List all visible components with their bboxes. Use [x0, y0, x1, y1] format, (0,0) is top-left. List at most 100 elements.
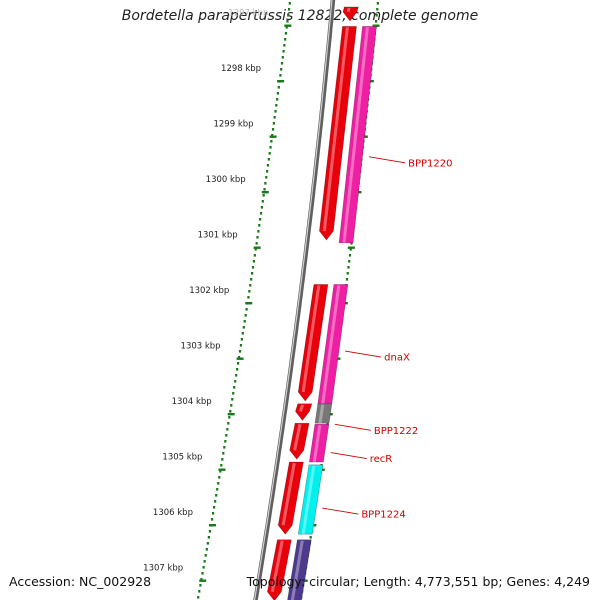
ruler-dot	[239, 344, 243, 347]
ruler-dot	[349, 248, 352, 251]
ruler-dot	[262, 194, 265, 197]
ruler-dot	[276, 92, 280, 95]
ruler-dot	[245, 308, 248, 311]
ruler-dot	[248, 290, 251, 293]
ruler-dot	[348, 260, 351, 263]
ruler-dot	[280, 62, 284, 65]
ruler-dot	[285, 26, 288, 29]
map-title: Bordetella parapertussis 12822, complete…	[121, 8, 479, 24]
ruler-dot	[215, 494, 218, 497]
ruler-dot	[270, 140, 273, 143]
ruler-dot	[282, 50, 285, 53]
ruler-dot	[263, 188, 266, 191]
ruler-dot	[348, 254, 352, 257]
tick-label: 1306 kbp	[153, 508, 193, 518]
ruler-dot	[284, 38, 287, 41]
ruler-dot	[269, 146, 272, 149]
ruler-dot	[350, 242, 353, 245]
ruler-dot	[375, 14, 378, 17]
ruler-dot	[268, 152, 271, 155]
tick-label: 1299 kbp	[213, 120, 253, 130]
gene-label: BPP1220	[408, 158, 452, 169]
ruler-dot	[198, 590, 201, 593]
ruler-dot	[205, 548, 208, 551]
tick-label: 1297 kbp	[228, 9, 268, 19]
backbone-highlight	[253, 0, 333, 600]
ruler-dot	[200, 578, 203, 581]
cds-feature	[342, 6, 359, 22]
ruler-dot	[206, 542, 209, 545]
genome-summary: Topology: circular; Length: 4,773,551 bp…	[246, 574, 590, 589]
gene-label: recR	[370, 454, 393, 465]
ruler-dot	[210, 518, 214, 521]
backbone-layer	[253, 0, 336, 600]
gene-feature	[287, 539, 312, 600]
ruler-dot	[346, 272, 349, 275]
ruler-dot	[203, 560, 206, 563]
ruler-dot	[251, 266, 255, 269]
cds-feature	[267, 539, 292, 600]
tick-label: 1302 kbp	[189, 286, 229, 296]
ruler-dot	[252, 260, 256, 263]
ruler-dot	[272, 122, 275, 125]
tick-label: 1300 kbp	[206, 175, 246, 185]
ruler-dot	[226, 428, 229, 431]
major-tick	[253, 246, 261, 249]
tick-label: 1304 kbp	[172, 397, 212, 407]
ruler-dot	[214, 500, 217, 503]
ruler-dot	[274, 110, 277, 113]
major-tick	[218, 468, 226, 471]
ruler-dot	[279, 74, 282, 77]
ruler-dot	[266, 170, 269, 173]
ruler-dot	[213, 506, 216, 509]
cds-feature	[297, 284, 329, 402]
accession-label: Accession: NC_002928	[9, 574, 152, 589]
gene-feature	[297, 464, 324, 535]
ruler-dot	[238, 350, 242, 353]
ruler-dot	[250, 278, 253, 281]
ruler-dot	[230, 404, 233, 407]
label-leader	[369, 156, 406, 164]
ruler-dot	[347, 266, 350, 269]
ruler-dot	[199, 584, 202, 587]
tick-label: 1303 kbp	[181, 342, 221, 352]
label-leader	[345, 350, 382, 358]
gene-feature	[308, 424, 330, 463]
ruler-dot	[259, 212, 263, 215]
ruler-dot	[197, 596, 200, 599]
ruler-dot	[241, 332, 244, 335]
ruler-dot	[261, 200, 264, 203]
ruler-dot	[219, 470, 222, 473]
label-leader	[330, 452, 367, 460]
label-leader	[322, 507, 359, 515]
ruler-dot	[276, 98, 279, 101]
gene-label-layer: BPP1220 dnaX BPP1222 recR BPP1224	[322, 156, 452, 521]
ruler-dot	[240, 338, 243, 341]
ruler-dot	[204, 554, 207, 557]
ruler-dot	[249, 284, 252, 287]
ruler-dot	[236, 368, 239, 371]
ruler-dot	[243, 320, 246, 323]
ruler-dot	[225, 434, 228, 437]
ruler-dot	[234, 380, 237, 383]
ruler-dot	[217, 482, 220, 485]
ruler-dot	[244, 314, 247, 317]
ruler-dot	[280, 68, 283, 71]
major-tick	[277, 80, 285, 83]
cds-feature	[319, 26, 357, 241]
ruler-dot	[345, 278, 349, 281]
ruler-dot	[326, 422, 329, 425]
major-tick	[261, 191, 269, 194]
gene-feature	[314, 403, 333, 424]
ruler-dot	[273, 116, 276, 119]
ruler-dot	[202, 566, 205, 569]
ruler-dot	[287, 8, 291, 11]
major-tick	[347, 246, 355, 249]
ruler-dot	[374, 20, 378, 23]
genome-backbone	[253, 0, 336, 600]
major-tick	[208, 524, 216, 527]
gene-feature	[317, 284, 349, 405]
major-tick	[199, 579, 207, 582]
